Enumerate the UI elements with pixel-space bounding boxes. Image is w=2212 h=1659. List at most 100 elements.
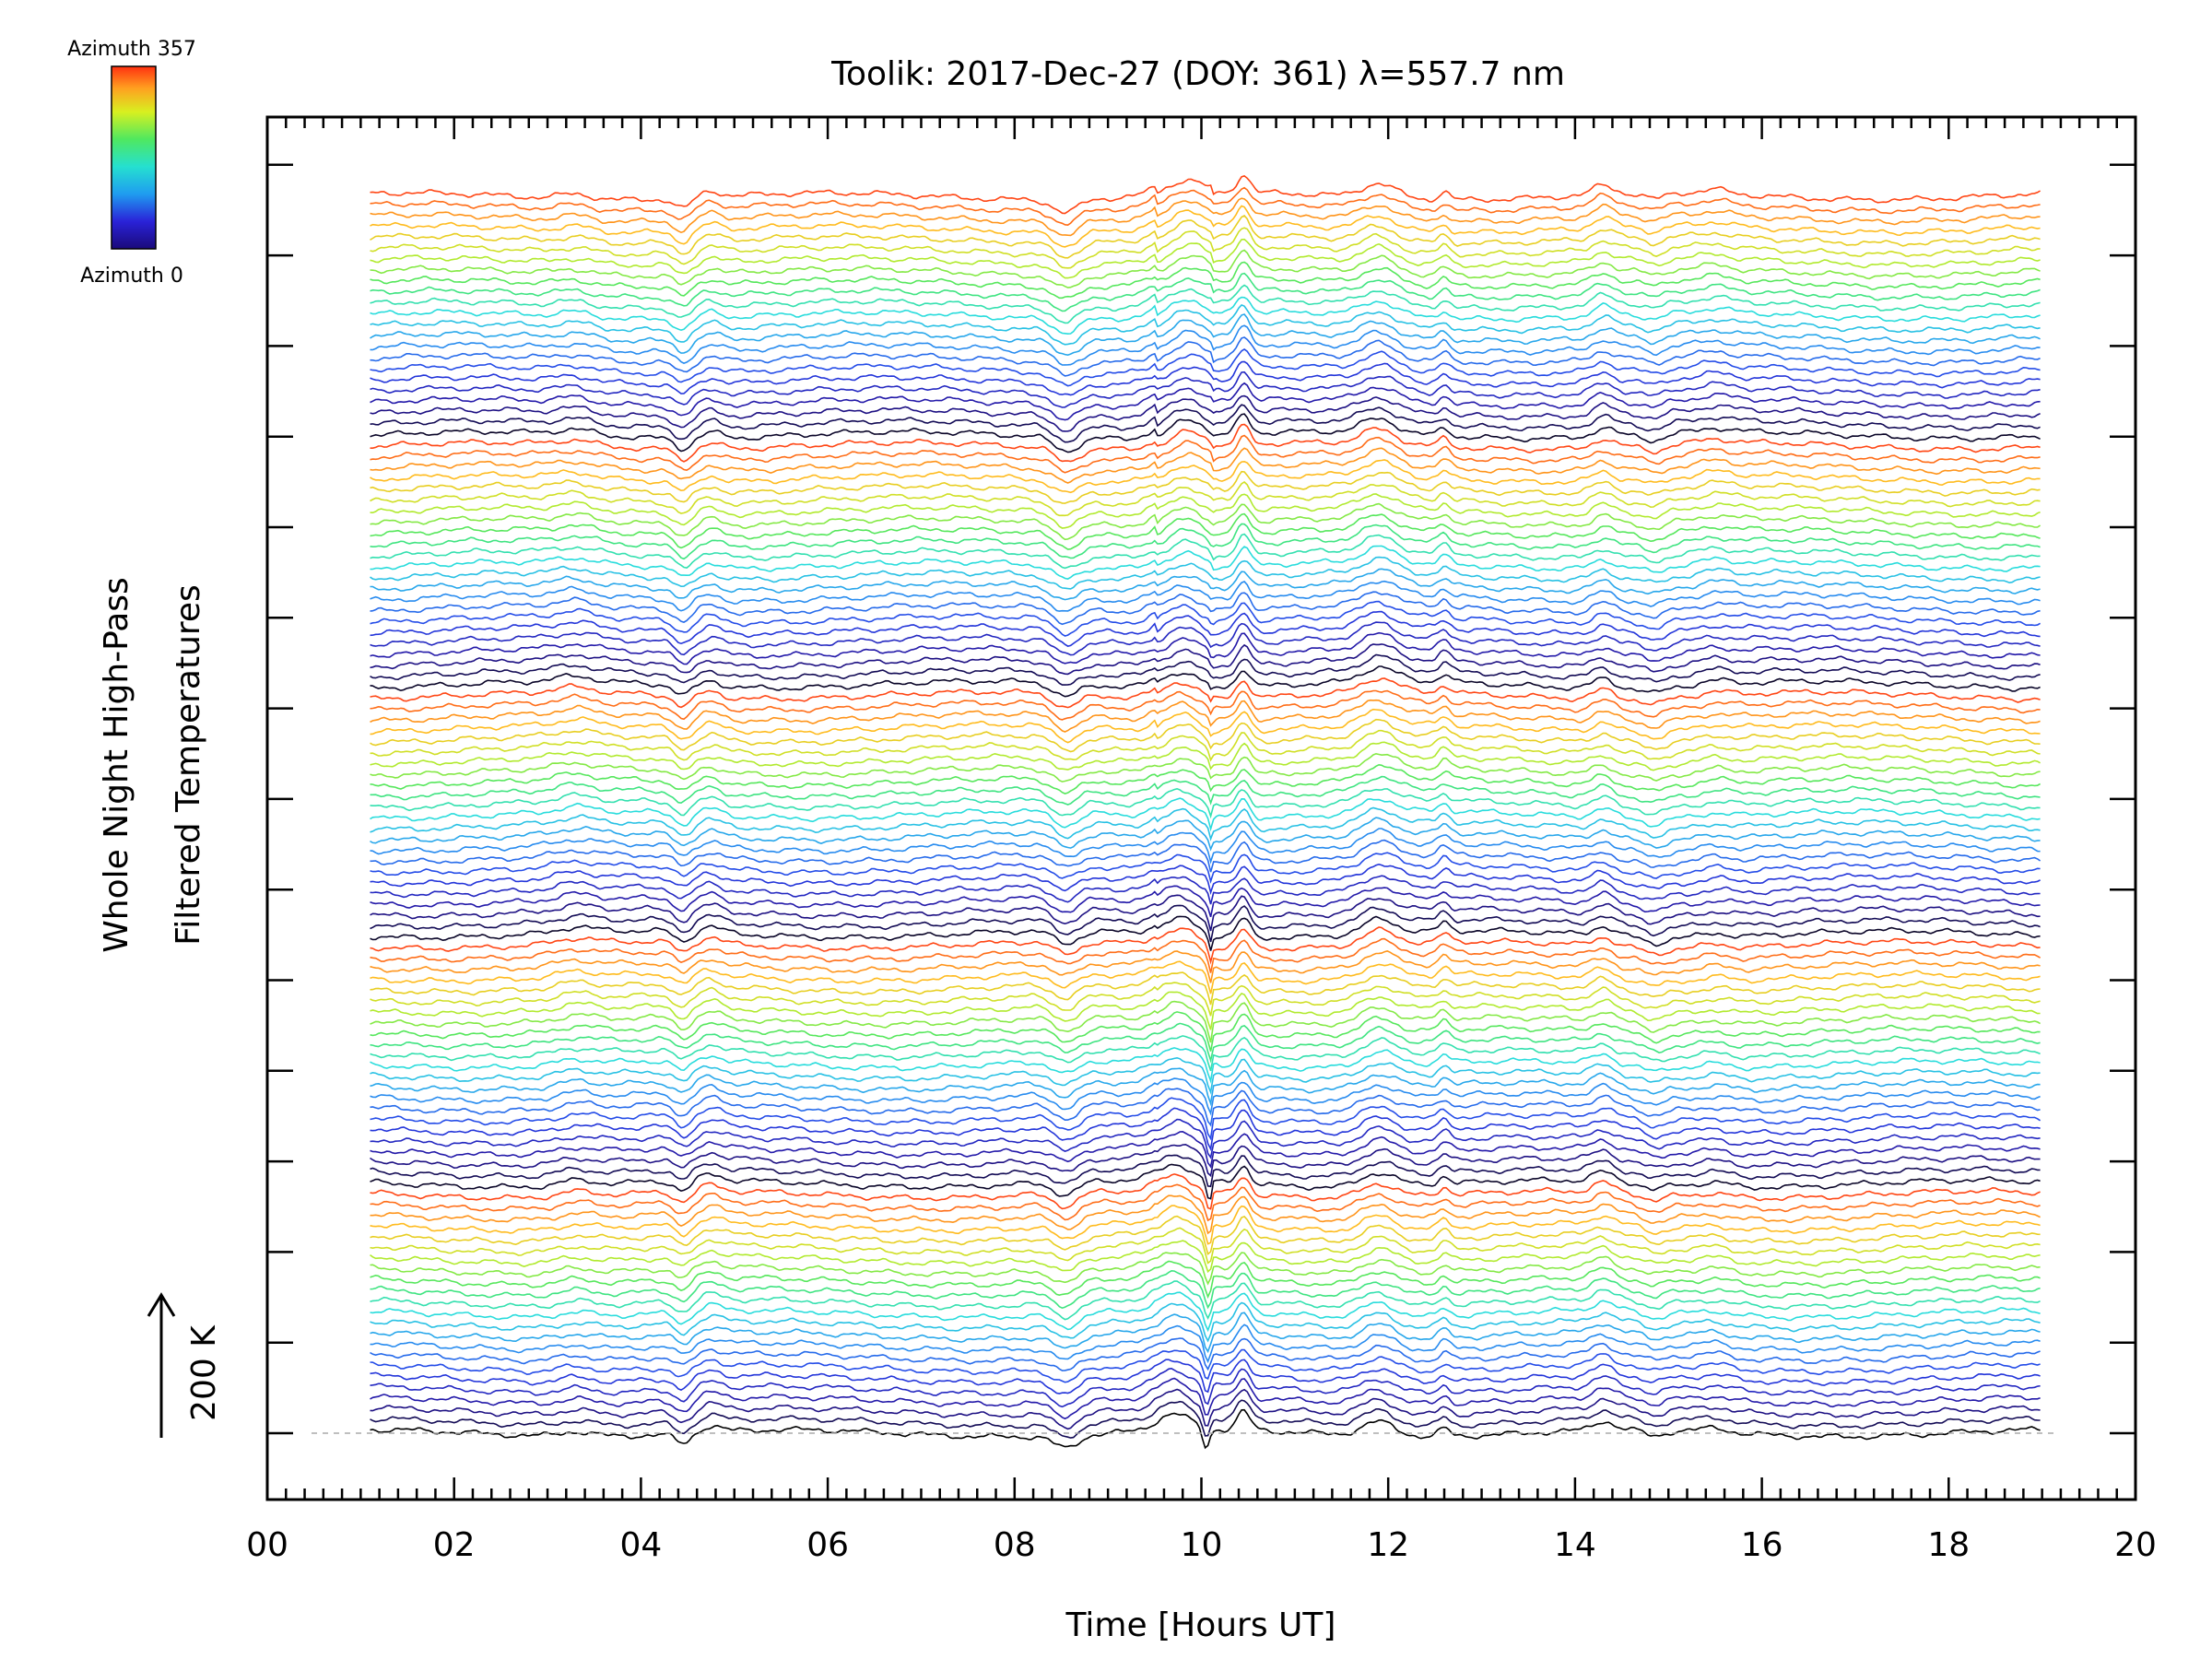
x-tick-label: 00 — [246, 1526, 288, 1564]
trace-line — [370, 1154, 2041, 1188]
trace-line — [370, 360, 2041, 396]
trace-line — [370, 371, 2041, 408]
trace-line — [370, 982, 2041, 1017]
trace-line — [370, 937, 2041, 973]
trace-line — [370, 493, 2041, 529]
trace-line — [370, 382, 2041, 421]
x-tick-label: 20 — [2114, 1526, 2157, 1564]
trace-line — [370, 1408, 2041, 1450]
colorbar — [111, 65, 157, 250]
trace-line — [370, 336, 2041, 377]
trace-line — [370, 205, 2041, 248]
trace-line — [370, 1088, 2041, 1127]
trace-line — [370, 1280, 2041, 1321]
trace-line — [370, 806, 2041, 841]
trace-line — [370, 186, 2041, 227]
trace-line — [370, 839, 2041, 873]
trace-line — [370, 1205, 2041, 1245]
trace-line — [370, 621, 2041, 656]
trace-line — [370, 1252, 2041, 1286]
colorbar-top-label: Azimuth 357 — [67, 38, 196, 61]
trace-line — [370, 434, 2041, 474]
trace-line — [370, 763, 2041, 794]
trace-line — [370, 894, 2041, 932]
x-tick-label: 12 — [1367, 1526, 1409, 1564]
x-tick-label: 14 — [1554, 1526, 1596, 1564]
trace-line — [370, 481, 2041, 517]
trace-line — [370, 1067, 2041, 1107]
trace-line — [370, 1118, 2041, 1159]
trace-line — [370, 215, 2041, 259]
trace-line — [370, 1312, 2041, 1354]
trace-line — [370, 1130, 2041, 1169]
trace-line — [370, 447, 2041, 484]
trace-line — [370, 1047, 2041, 1084]
trace-line — [370, 1194, 2041, 1235]
trace-line — [370, 533, 2041, 570]
trace-line — [370, 568, 2041, 601]
trace-line — [370, 1240, 2041, 1274]
trace-line — [370, 175, 2041, 215]
trace-line — [370, 797, 2041, 832]
scale-bar-label: 200 K — [185, 1324, 223, 1421]
trace-line — [370, 960, 2041, 994]
trace-line — [370, 1324, 2041, 1364]
trace-line — [370, 1011, 2041, 1052]
trace-line — [370, 1107, 2041, 1152]
trace-line — [370, 1291, 2041, 1333]
scale-bar — [147, 1292, 176, 1438]
trace-line — [370, 1388, 2041, 1430]
trace-line — [370, 1301, 2041, 1343]
trace-line — [370, 1183, 2041, 1222]
trace-line — [370, 1035, 2041, 1072]
trace-line — [370, 284, 2041, 324]
y-axis-label-line1: Whole Night High-Pass — [98, 577, 135, 953]
plot-frame — [265, 115, 2137, 1501]
trace-line — [370, 1097, 2041, 1141]
trace-line — [370, 261, 2041, 300]
trace-line — [370, 1348, 2041, 1383]
trace-line — [370, 885, 2041, 918]
trace-line — [370, 591, 2041, 626]
trace-line — [370, 394, 2041, 432]
trace-line — [370, 863, 2041, 896]
x-tick-label: 04 — [619, 1526, 662, 1564]
trace-line — [370, 1215, 2041, 1256]
trace-line — [370, 1227, 2041, 1265]
axis-ticks — [265, 117, 2137, 1500]
trace-line — [370, 272, 2041, 312]
trace-line — [370, 708, 2041, 744]
trace-line — [370, 556, 2041, 590]
trace-line — [370, 545, 2041, 580]
x-tick-label: 06 — [806, 1526, 849, 1564]
trace-line — [370, 787, 2041, 819]
x-tick-label: 10 — [1181, 1526, 1223, 1564]
colorbar-bottom-label: Azimuth 0 — [80, 265, 183, 288]
trace-line — [370, 610, 2041, 647]
trace-line — [370, 741, 2041, 771]
trace-line — [370, 502, 2041, 541]
trace-line — [370, 470, 2041, 504]
trace-line — [370, 971, 2041, 1006]
trace-line — [370, 1143, 2041, 1178]
trace-line — [370, 423, 2041, 463]
trace-line — [370, 523, 2041, 560]
trace-line — [370, 238, 2041, 279]
trace-line — [370, 1000, 2041, 1043]
trace-line — [370, 1269, 2041, 1310]
trace-line — [370, 752, 2041, 782]
trace-line — [370, 926, 2041, 965]
trace-line — [370, 1377, 2041, 1420]
trace-line — [370, 249, 2041, 288]
trace-line — [370, 512, 2041, 550]
x-tick-labels: 00 02 04 06 08 10 12 14 16 18 20 — [246, 1526, 2157, 1564]
trace-line — [370, 404, 2041, 443]
trace-line — [370, 915, 2041, 951]
trace-line — [370, 1056, 2041, 1095]
trace-line — [370, 991, 2041, 1030]
trace-line — [370, 313, 2041, 357]
trace-line — [370, 459, 2041, 494]
trace-line — [370, 904, 2041, 943]
trace-line — [370, 643, 2041, 676]
